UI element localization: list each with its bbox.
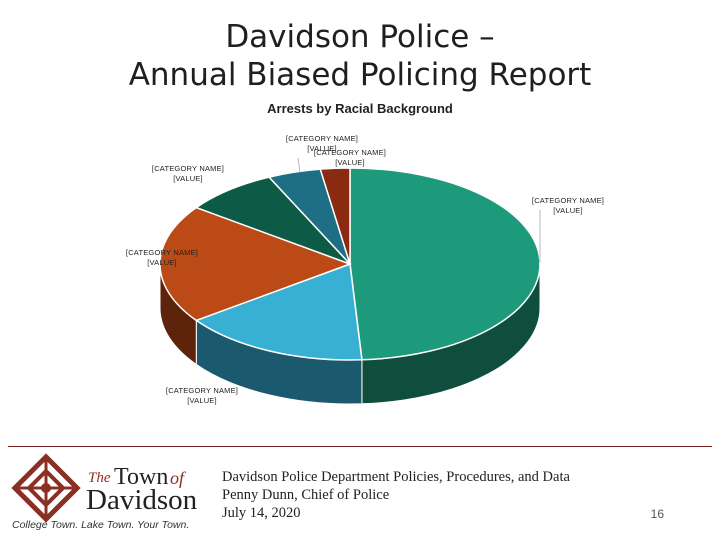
pie-label-value-4: [VALUE]: [173, 174, 203, 183]
chart-title: Arrests by Racial Background: [267, 101, 453, 116]
logo-emblem-icon: [11, 453, 81, 523]
logo-town: Town: [114, 464, 168, 490]
pie-chart: [CATEGORY NAME][VALUE][CATEGORY NAME][VA…: [126, 134, 604, 405]
pie-slice-4: [194, 176, 351, 265]
slide-title: Davidson Police – Annual Biased Policing…: [0, 18, 720, 94]
pie-label-category-6: [CATEGORY NAME]: [314, 148, 386, 157]
pie-sides: [159, 263, 541, 405]
slide-title-line-1: Davidson Police –: [225, 19, 495, 55]
page-number: 16: [650, 507, 664, 521]
pie-slice-6: [319, 167, 351, 265]
logo-name: Davidson: [86, 484, 198, 516]
pie-label-value-1: [VALUE]: [553, 206, 583, 215]
logo-tagline: College Town. Lake Town. Your Town.: [12, 519, 189, 531]
pie-label-category-1: [CATEGORY NAME]: [532, 196, 604, 205]
footer-text: Davidson Police Department Policies, Pro…: [222, 468, 570, 522]
logo-the: The: [88, 470, 111, 486]
logo-of: of: [170, 468, 187, 488]
pie-label-category-4: [CATEGORY NAME]: [152, 164, 224, 173]
footer-line-1: Davidson Police Department Policies, Pro…: [222, 469, 570, 485]
footer-line-3: July 14, 2020: [222, 505, 301, 521]
pie-label-category-5: [CATEGORY NAME]: [286, 134, 358, 143]
town-of-davidson-logo: The Town of Davidson College Town. Lake …: [11, 453, 198, 531]
pie-slice-3: [159, 206, 353, 322]
pie-leader-line-5: [297, 157, 301, 173]
pie-label-category-2: [CATEGORY NAME]: [166, 386, 238, 395]
pie-label-value-5: [VALUE]: [307, 144, 337, 153]
footer-divider: [8, 446, 712, 447]
pie-labels: [CATEGORY NAME][VALUE][CATEGORY NAME][VA…: [126, 134, 604, 405]
pie-label-category-3: [CATEGORY NAME]: [126, 248, 198, 257]
pie-tops: [159, 167, 541, 361]
pie-label-value-2: [VALUE]: [187, 396, 217, 405]
pie-label-value-6: [VALUE]: [335, 158, 365, 167]
footer-line-2: Penny Dunn, Chief of Police: [222, 487, 390, 503]
pie-label-value-3: [VALUE]: [147, 258, 177, 267]
pie-slice-2: [194, 262, 363, 361]
slide-title-line-2: Annual Biased Policing Report: [128, 57, 592, 93]
